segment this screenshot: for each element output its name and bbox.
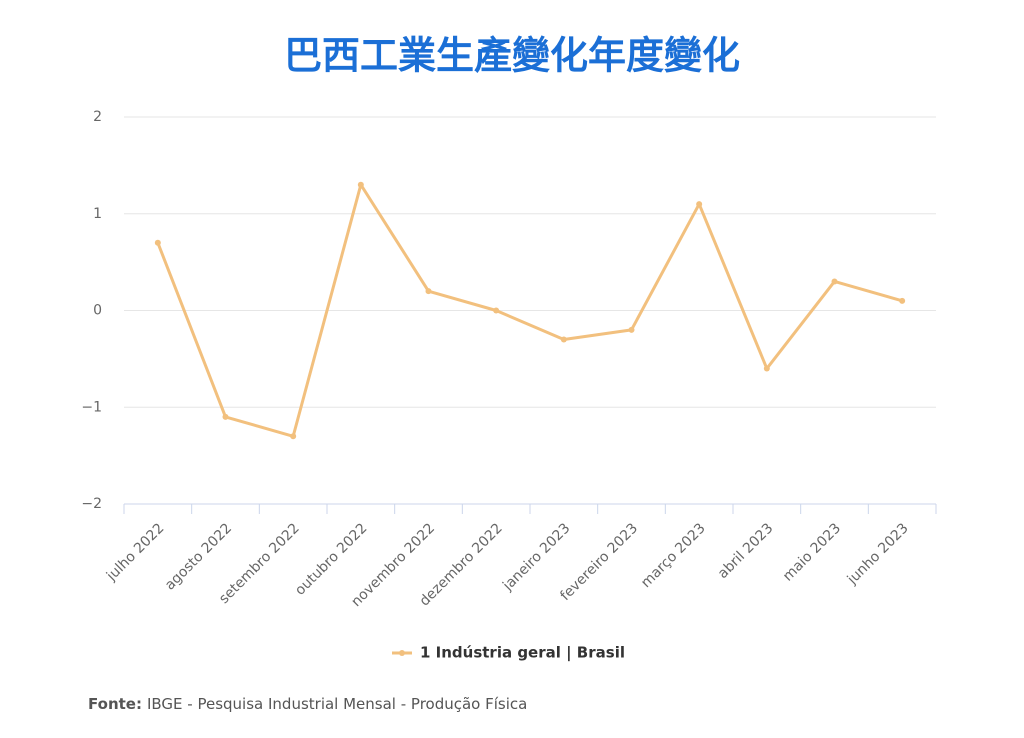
x-tick-label: junho 2023	[844, 520, 912, 588]
x-tick-label: janeiro 2023	[499, 520, 573, 594]
point	[357, 181, 364, 188]
point	[628, 326, 635, 333]
point	[763, 365, 770, 372]
chart-title: 巴西工業生產變化年度變化	[284, 34, 740, 78]
x-tick-label: abril 2023	[715, 520, 777, 582]
x-tick-label: março 2023	[638, 520, 709, 591]
source-label: Fonte:	[88, 695, 142, 713]
legend-label: 1 Indústria geral | Brasil	[420, 644, 625, 663]
y-tick-label: 1	[93, 206, 102, 222]
x-tick-label: maio 2023	[780, 520, 844, 584]
point	[154, 239, 161, 246]
y-tick-label: 2	[93, 109, 102, 125]
point	[493, 307, 500, 314]
y-tick-label: 0	[93, 303, 102, 319]
series-line	[156, 183, 903, 438]
x-tick-label: agosto 2022	[162, 520, 235, 593]
point	[831, 278, 838, 285]
x-tick-label: julho 2022	[103, 520, 167, 584]
legend-marker	[399, 650, 405, 656]
y-tick-label: −2	[81, 496, 102, 512]
point	[696, 201, 703, 208]
point	[899, 297, 906, 304]
point	[560, 336, 567, 343]
x-tick-label: outubro 2022	[292, 520, 370, 598]
point	[290, 433, 297, 440]
point	[222, 413, 229, 420]
source-text: IBGE - Pesquisa Industrial Mensal - Prod…	[147, 695, 527, 713]
point	[425, 288, 432, 295]
source: Fonte: IBGE - Pesquisa Industrial Mensal …	[88, 695, 527, 713]
y-tick-label: −1	[81, 399, 102, 415]
